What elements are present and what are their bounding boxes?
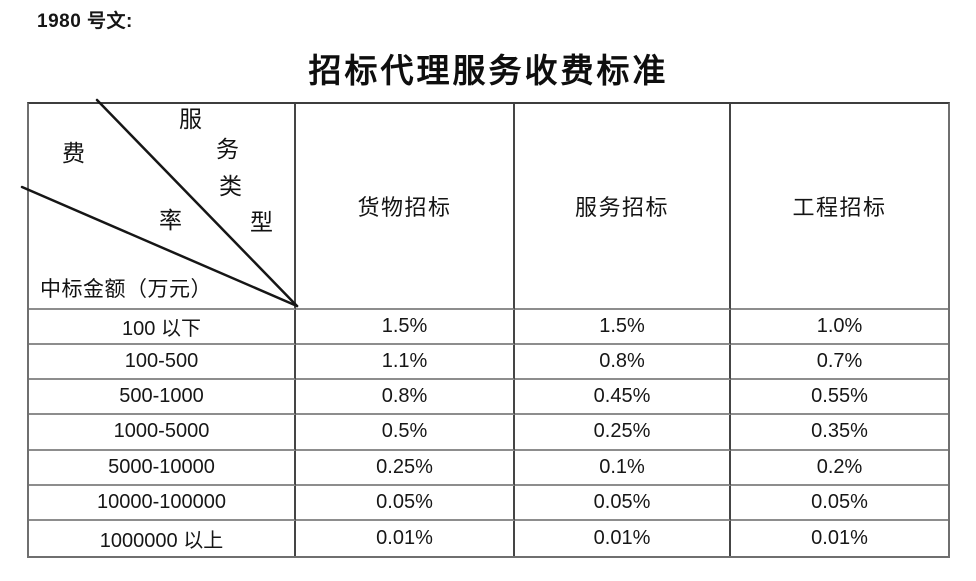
rate-cell: 1.1% <box>296 345 515 381</box>
amount-range-cell: 1000000 以上 <box>29 520 296 556</box>
fee-table: 服 务 类 型 费 率 中标金额（万元） 货物招标 服务招标 工程招标 100 … <box>20 98 950 558</box>
corner-fee-rate-char: 费 <box>62 141 85 166</box>
rate-cell: 0.8% <box>296 380 515 416</box>
rate-cell: 1.5% <box>515 310 731 346</box>
amount-range-cell: 500-1000 <box>29 380 296 416</box>
amount-range-cell: 100-500 <box>29 345 296 381</box>
column-header-services: 服务招标 <box>515 104 731 310</box>
rate-cell: 0.05% <box>515 485 731 521</box>
rate-cell: 0.55% <box>731 380 948 416</box>
amount-range-cell: 1000-5000 <box>29 415 296 451</box>
column-header-engineering: 工程招标 <box>731 104 948 310</box>
page-title: 招标代理服务收费标准 <box>308 54 669 90</box>
rate-cell: 0.25% <box>296 450 515 486</box>
rate-cell: 0.05% <box>296 485 515 521</box>
rate-cell: 0.01% <box>515 520 731 556</box>
column-header-goods: 货物招标 <box>296 104 515 310</box>
rate-cell: 0.25% <box>515 415 731 451</box>
rate-cell: 0.05% <box>731 486 948 521</box>
rate-cell: 0.1% <box>515 450 731 486</box>
rate-cell: 1.0% <box>731 310 948 346</box>
amount-range-cell: 5000-10000 <box>29 450 296 486</box>
rate-cell: 0.2% <box>731 451 948 486</box>
rate-cell: 0.5% <box>296 415 515 451</box>
corner-service-type-char: 型 <box>250 210 273 235</box>
rate-cell: 0.7% <box>731 345 948 381</box>
rate-cell: 0.45% <box>515 380 731 416</box>
corner-service-type-char: 服 <box>179 107 202 132</box>
rate-cell: 1.5% <box>296 310 515 346</box>
corner-service-type-char: 类 <box>219 174 242 199</box>
corner-fee-rate-char: 率 <box>159 208 182 233</box>
document-ref-number: 1980 号文: <box>37 11 133 32</box>
amount-range-cell: 100 以下 <box>29 310 296 346</box>
amount-range-cell: 10000-100000 <box>29 485 296 521</box>
rate-cell: 0.01% <box>296 520 515 556</box>
rate-cell: 0.01% <box>811 526 868 549</box>
corner-service-type-char: 务 <box>216 137 239 162</box>
rate-cell: 0.35% <box>731 415 948 451</box>
table-corner-cell: 服 务 类 型 费 率 中标金额（万元） <box>20 98 299 310</box>
corner-amount-label: 中标金额（万元） <box>40 277 212 301</box>
rate-cell: 0.8% <box>515 345 731 381</box>
diagonal-divider-lines <box>20 98 299 308</box>
